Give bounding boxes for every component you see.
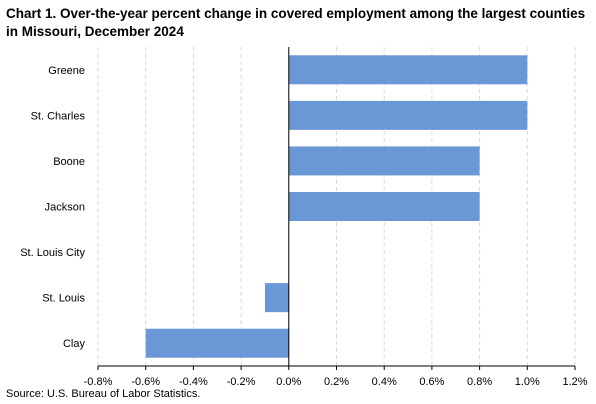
x-tick-label: 0.8%: [467, 376, 492, 388]
x-tick-label: 1.2%: [562, 376, 587, 388]
category-labels: Greene St. Charles Boone Jackson St. Louis C…: [20, 65, 85, 350]
bar-st-charles: [288, 100, 528, 130]
x-tick-label: -0.8%: [84, 376, 113, 388]
bar-clay: [145, 328, 289, 358]
category-label: Clay: [63, 338, 86, 350]
bar-jackson: [288, 192, 480, 221]
x-tick-label: -0.6%: [131, 376, 160, 388]
x-tick-label: 0.4%: [372, 376, 397, 388]
x-tick-label: -0.2%: [227, 376, 256, 388]
category-label: Jackson: [45, 202, 85, 214]
chart-title: Chart 1. Over-the-year percent change in…: [6, 6, 586, 39]
category-label: Greene: [48, 65, 85, 77]
source-note: Source: U.S. Bureau of Labor Statistics.: [6, 388, 201, 400]
x-tick-label: 0.6%: [419, 376, 444, 388]
x-tick-label: 0.2%: [324, 376, 349, 388]
category-label: St. Louis: [42, 293, 85, 305]
x-tick-label: 1.0%: [515, 376, 540, 388]
x-tick-label: 0.0%: [276, 376, 301, 388]
category-label: Boone: [53, 156, 85, 168]
bars: [145, 55, 528, 358]
axes: [97, 47, 576, 370]
bar-st-louis: [264, 283, 289, 313]
tick-labels: -0.8% -0.6% -0.4% -0.2% 0.0% 0.2% 0.4% 0.6% 0.8%…: [84, 376, 588, 388]
bar-greene: [288, 55, 528, 85]
category-label: St. Charles: [31, 110, 86, 122]
x-tick-label: -0.4%: [179, 376, 208, 388]
category-label: St. Louis City: [20, 247, 85, 259]
bar-boone: [288, 146, 480, 176]
